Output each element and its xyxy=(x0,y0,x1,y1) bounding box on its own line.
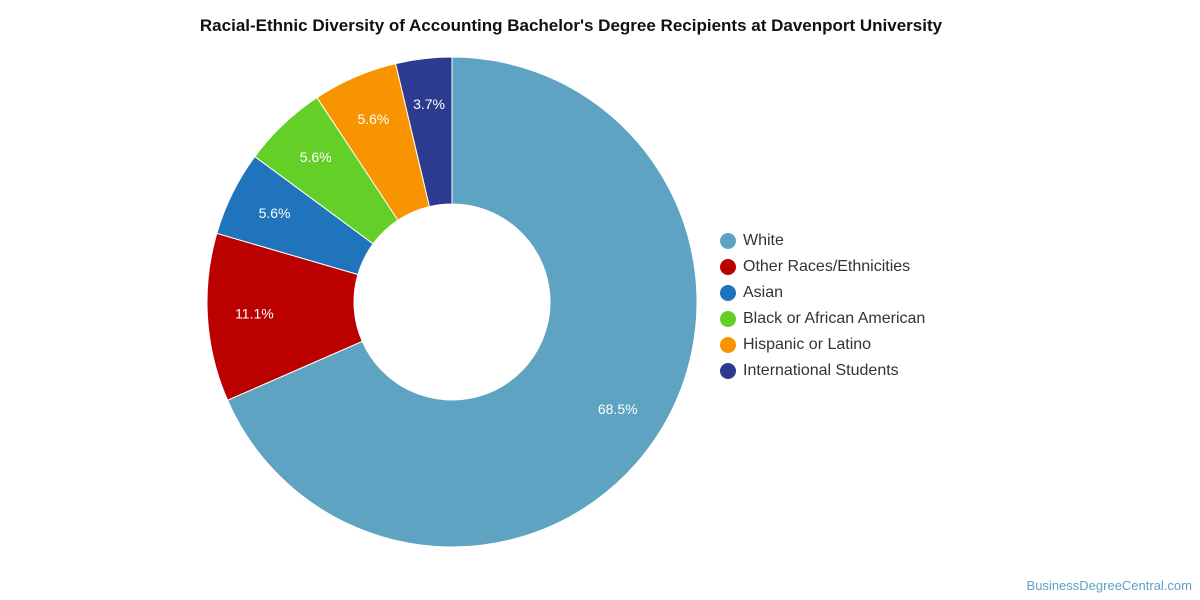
legend-swatch xyxy=(720,259,736,275)
legend-label: White xyxy=(743,232,784,249)
legend-item-other-races-ethnicities[interactable]: Other Races/Ethnicities xyxy=(720,254,925,280)
legend-swatch xyxy=(720,363,736,379)
legend-label: Asian xyxy=(743,284,784,301)
legend-label: International Students xyxy=(743,362,899,379)
slice-label-hispanic-or-latino: 5.6% xyxy=(357,111,389,127)
legend-swatch xyxy=(720,285,736,301)
slice-label-black-or-african-american: 5.6% xyxy=(300,149,332,165)
legend-item-asian[interactable]: Asian xyxy=(720,280,925,306)
legend-swatch xyxy=(720,337,736,353)
labels-group: 68.5% 11.1% 5.6% 5.6% 5.6% 3.7% xyxy=(235,96,638,417)
slice-label-international-students: 3.7% xyxy=(413,96,445,112)
legend-swatch xyxy=(720,311,736,327)
legend-item-white[interactable]: White xyxy=(720,228,925,254)
slice-other-races-ethnicities xyxy=(206,232,363,401)
legend-item-international-students[interactable]: International Students xyxy=(720,358,925,384)
slice-label-asian: 5.6% xyxy=(259,205,291,221)
source-credit: BusinessDegreeCentral.com xyxy=(1026,578,1192,593)
legend-label: Black or African American xyxy=(743,310,926,327)
slice-label-white: 68.5% xyxy=(598,401,638,417)
legend-item-black-or-african-american[interactable]: Black or African American xyxy=(720,306,925,332)
legend-label: Hispanic or Latino xyxy=(743,336,872,353)
slice-label-other-races-ethnicities: 11.1% xyxy=(235,305,274,321)
chart-title: Racial-Ethnic Diversity of Accounting Ba… xyxy=(199,16,943,35)
slices-group xyxy=(206,56,698,548)
legend-swatch xyxy=(720,233,736,249)
slice-white xyxy=(226,56,698,548)
legend-item-hispanic-or-latino[interactable]: Hispanic or Latino xyxy=(720,332,925,358)
legend-label: Other Races/Ethnicities xyxy=(743,258,911,275)
legend: White Other Races/Ethnicities Asian Black o… xyxy=(720,228,925,384)
slice-international-students xyxy=(395,56,453,208)
